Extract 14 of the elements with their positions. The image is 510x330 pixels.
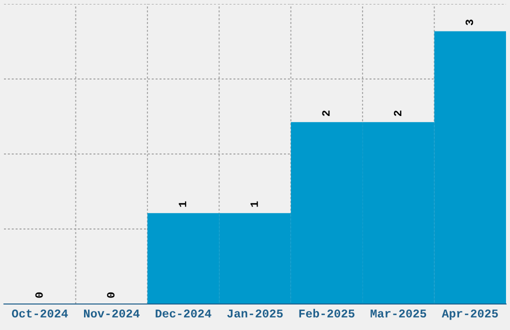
- x-tick-label: Mar-2025: [370, 310, 426, 318]
- data-label: 2: [394, 110, 402, 116]
- data-label: 0: [107, 292, 115, 298]
- x-tick-label: Jan-2025: [227, 310, 283, 318]
- data-label: 1: [178, 201, 186, 207]
- data-label: 1: [250, 201, 258, 207]
- data-label: 0: [35, 292, 43, 298]
- x-tick-label: Feb-2025: [299, 308, 354, 318]
- x-tick-label: Apr-2025: [442, 310, 498, 320]
- data-label: 2: [322, 110, 330, 116]
- x-tick-label: Dec-2024: [156, 310, 212, 318]
- x-tick-label: Nov-2024: [84, 310, 140, 318]
- x-tick-label: Oct-2024: [12, 310, 68, 318]
- data-label: 3: [466, 20, 474, 26]
